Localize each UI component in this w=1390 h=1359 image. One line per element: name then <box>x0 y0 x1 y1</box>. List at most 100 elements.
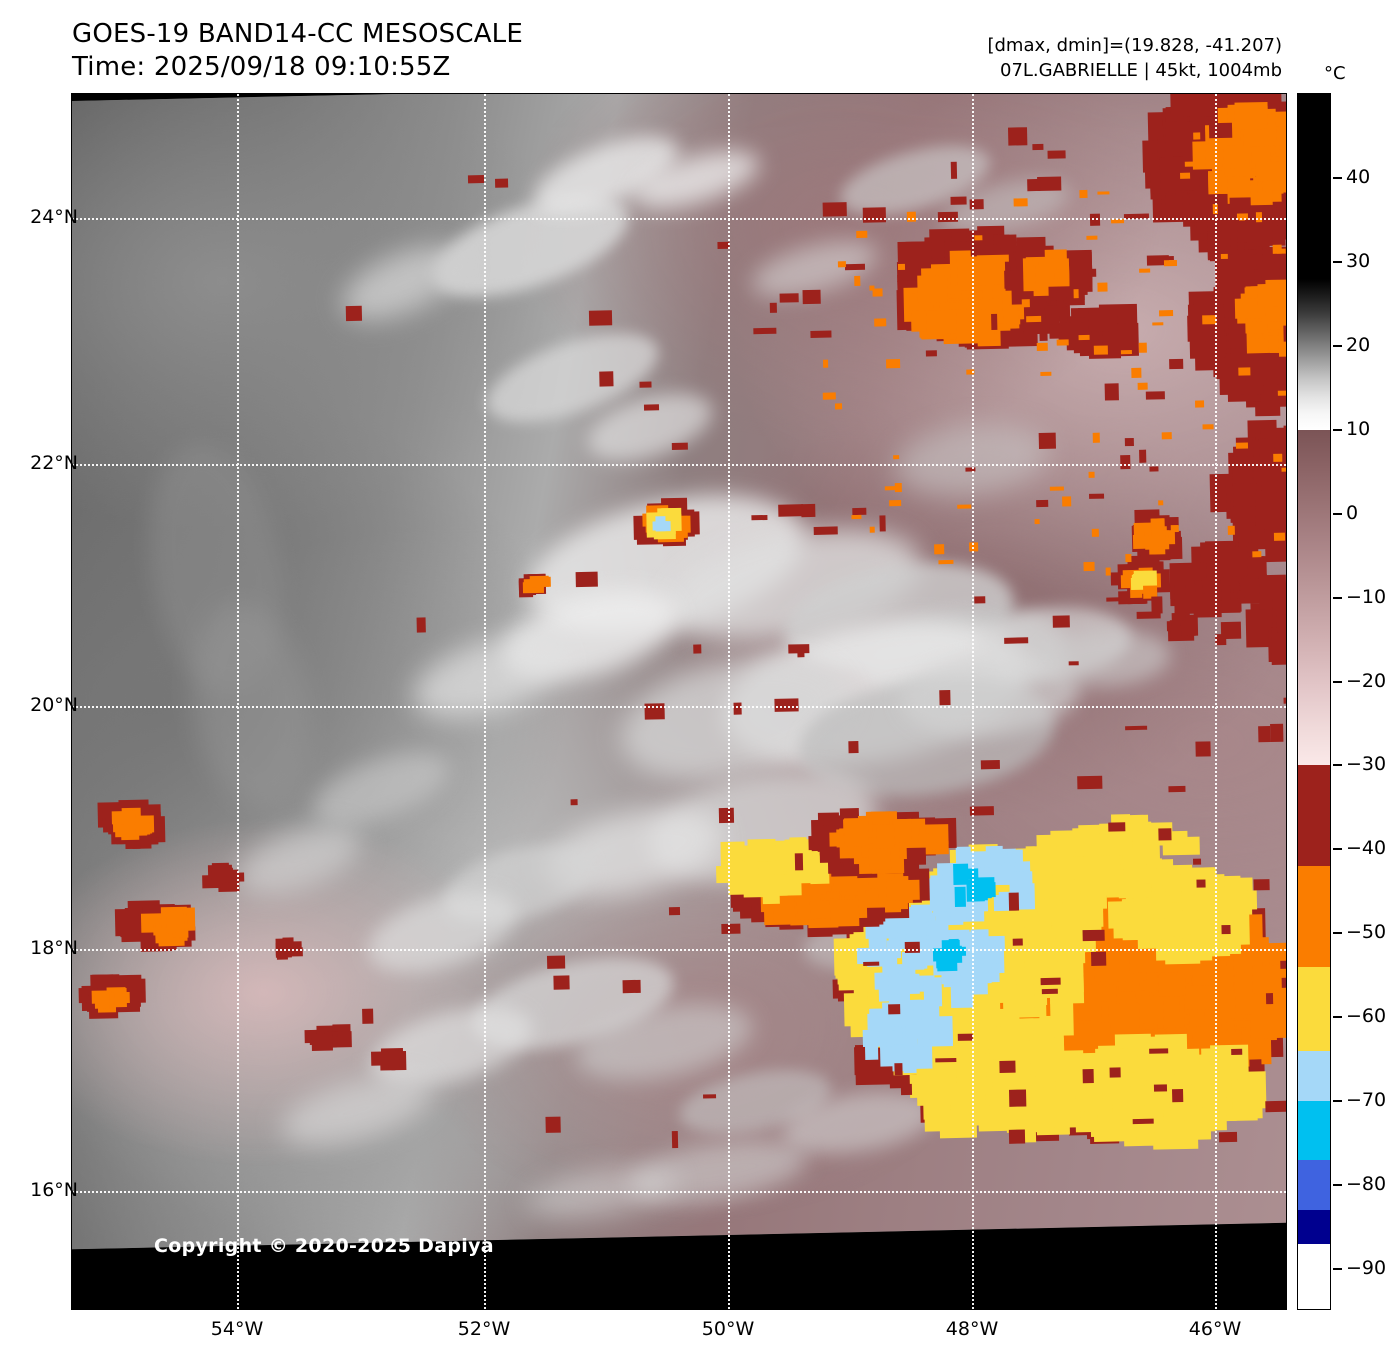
colorbar-tick <box>1333 1268 1342 1271</box>
colorbar-tick-label: 30 <box>1346 249 1371 272</box>
cold-pixel-dark-red <box>1090 951 1106 966</box>
cold-pixel-dark-red <box>345 305 362 321</box>
cold-pixel-dark-red <box>1082 1068 1094 1083</box>
cold-pixel-dark-red <box>887 1003 900 1014</box>
cold-pixel-dark-red <box>1233 482 1257 507</box>
cold-pixel-dark-red <box>114 908 140 936</box>
cold-pixel-dark-red <box>906 847 926 865</box>
cold-cloud-top-layer <box>72 94 1286 1250</box>
cold-pixel-dark-red <box>894 1062 903 1076</box>
cold-pixel-dark-red <box>1167 785 1186 792</box>
cold-pixel-yellow <box>1073 855 1110 892</box>
cold-pixel-orange <box>897 263 906 271</box>
cold-pixel-orange <box>1021 299 1030 308</box>
cold-pixel-dark-red <box>1048 324 1062 339</box>
cold-pixel-dark-red <box>1185 580 1196 597</box>
cold-pixel-orange <box>1157 500 1164 506</box>
colorbar-tick <box>1333 848 1342 851</box>
cold-pixel-dark-red <box>1087 308 1117 332</box>
x-tick-label: 50°W <box>701 1318 755 1340</box>
colorbar-tick-label: −10 <box>1346 585 1387 608</box>
cold-pixel-dark-red <box>1139 449 1146 463</box>
cold-pixel-orange <box>1152 321 1164 326</box>
cold-pixel-dark-red <box>1132 1118 1154 1124</box>
cold-pixel-dark-red <box>1076 775 1102 790</box>
cold-pixel-orange <box>1227 525 1235 536</box>
cold-pixel-dark-red <box>1026 178 1040 192</box>
cold-pixel-cyan <box>973 884 989 901</box>
x-tick-label: 48°W <box>945 1318 999 1340</box>
temperature-colorbar <box>1297 93 1331 1310</box>
cold-pixel-dark-red <box>1221 924 1231 935</box>
cold-pixel-dark-red <box>813 526 838 535</box>
cbar-seg-black <box>1298 94 1330 280</box>
cold-pixel-dark-red <box>1120 454 1131 469</box>
cold-pixel-orange <box>1220 253 1228 259</box>
cold-pixel-dark-red <box>669 906 680 916</box>
gridline-lat-22 <box>72 464 1286 466</box>
cold-pixel-orange <box>1085 235 1098 240</box>
cold-pixel-dark-red <box>1040 977 1061 985</box>
cold-pixel-dark-red <box>800 504 815 518</box>
cold-pixel-dark-red <box>210 867 233 883</box>
cold-pixel-orange <box>1136 382 1148 390</box>
cold-pixel-dark-red <box>900 1084 912 1096</box>
cold-pixel-dark-red <box>769 302 777 313</box>
cold-pixel-dark-red <box>1008 1129 1026 1145</box>
cold-pixel-dark-red <box>720 923 740 934</box>
cold-pixel-dark-red <box>802 289 821 304</box>
gridline-lat-20 <box>72 706 1286 708</box>
cold-pixel-dark-red <box>867 907 885 922</box>
cold-pixel-yellow <box>1049 1000 1074 1036</box>
cold-pixel-dark-red <box>904 941 920 953</box>
cold-pixel-dark-red <box>990 313 998 330</box>
cold-pixel-orange <box>885 879 921 901</box>
colorbar-tick-label: −30 <box>1346 753 1387 776</box>
cold-pixel-orange <box>955 308 995 341</box>
cold-pixel-orange <box>1138 342 1147 353</box>
cbar-seg-grey-ramp <box>1298 278 1330 431</box>
cbar-seg-yellow <box>1298 966 1330 1052</box>
cold-pixel-dark-red <box>544 1116 561 1133</box>
cold-pixel-dark-red <box>862 207 886 223</box>
colorbar-tick <box>1333 428 1342 431</box>
cold-pixel-dark-red <box>1193 858 1202 865</box>
gridline-lon-48 <box>972 94 974 1309</box>
scan-swath <box>72 94 1286 1250</box>
cold-pixel-orange <box>1062 496 1071 507</box>
cold-pixel-dark-red <box>1279 960 1286 969</box>
colorbar-tick <box>1333 260 1342 263</box>
cold-pixel-dark-red <box>1264 1100 1286 1113</box>
cold-pixel-dark-red <box>998 1060 1016 1073</box>
cold-pixel-orange <box>1092 432 1100 443</box>
cold-pixel-yellow <box>1131 574 1155 585</box>
y-tick-label: 24°N <box>30 206 78 228</box>
colorbar-unit-label: °C <box>1324 63 1346 84</box>
cold-pixel-dark-red <box>1104 382 1119 401</box>
cold-pixel-yellow <box>1201 1090 1227 1131</box>
cold-pixel-dark-red <box>779 293 799 303</box>
cold-pixel-dark-red <box>778 503 803 517</box>
cold-pixel-orange <box>1105 567 1111 576</box>
cold-pixel-orange <box>1273 453 1283 462</box>
scan-metadata: [dmax, dmin]=(19.828, -41.207) 07L.GABRI… <box>987 33 1282 83</box>
colorbar-tick-label: −40 <box>1346 837 1387 860</box>
cold-pixel-dark-red <box>1171 1088 1183 1103</box>
gridline-lon-52 <box>484 94 486 1309</box>
cold-pixel-dark-red <box>468 174 484 184</box>
cold-pixel-dark-red <box>599 371 614 387</box>
colorbar-tick-label: −20 <box>1346 669 1387 692</box>
cold-pixel-orange <box>1161 431 1172 439</box>
cold-pixel-light-blue <box>950 981 974 1009</box>
page-title: GOES-19 BAND14-CC MESOSCALE Time: 2025/0… <box>72 18 523 84</box>
cold-pixel-dark-red <box>1258 726 1270 743</box>
cold-pixel-orange <box>854 275 861 286</box>
cold-pixel-orange <box>1079 189 1088 198</box>
cold-pixel-orange <box>1193 132 1201 140</box>
cold-pixel-orange <box>1195 400 1204 408</box>
cold-pixel-dark-red <box>546 955 566 970</box>
cold-pixel-orange <box>1083 562 1095 572</box>
cold-pixel-dark-red <box>1170 94 1211 117</box>
cold-pixel-light-blue <box>994 865 1015 886</box>
colorbar-tick <box>1333 512 1342 515</box>
